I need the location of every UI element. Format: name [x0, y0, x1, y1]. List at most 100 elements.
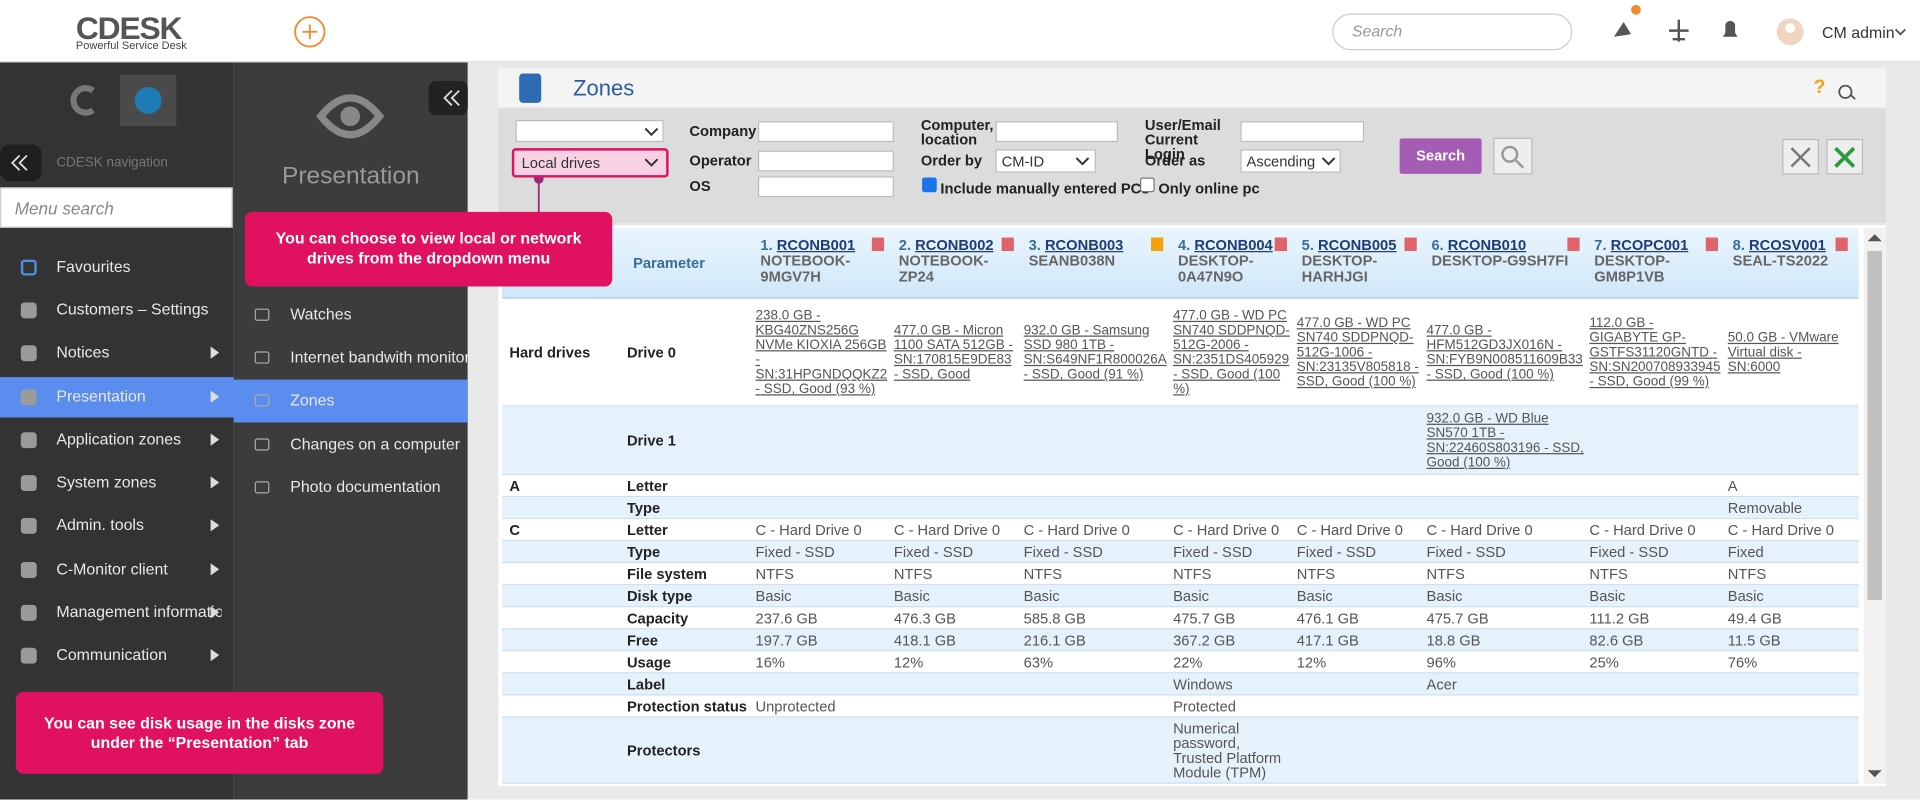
submenu-item[interactable]: Watches — [290, 304, 352, 324]
arrow-shape — [210, 390, 220, 403]
order-as-select[interactable] — [1240, 149, 1341, 173]
scroll-thumb[interactable] — [1867, 251, 1883, 601]
table-cell: Disk type — [626, 587, 693, 605]
arrow — [210, 390, 220, 403]
column-id[interactable]: RCONB001 — [776, 236, 856, 254]
submenu-item[interactable]: Changes on a computer — [290, 434, 461, 454]
text-input[interactable] — [757, 121, 894, 143]
table-cell: 63% — [1023, 653, 1054, 672]
help[interactable]: ? — [1813, 77, 1826, 98]
column-id[interactable]: RCONB005 — [1318, 236, 1397, 254]
column-id[interactable]: RCONB002 — [915, 236, 994, 254]
nav-item[interactable]: Application zones — [56, 429, 182, 449]
select[interactable] — [515, 120, 664, 143]
user-name[interactable]: CM admin — [1822, 23, 1895, 42]
nav-item[interactable]: Management information — [56, 602, 222, 621]
table-cell[interactable]: 238.0 GB - KBG40ZNS256G NVMe KIOXIA 256G… — [755, 308, 888, 397]
nav-item[interactable]: Notices — [56, 342, 110, 362]
submenu-icon — [254, 351, 270, 364]
table-cell[interactable]: 477.0 GB - HFM512GD3JX016N - SN:FYB9N008… — [1426, 323, 1583, 383]
submenu-title: Presentation — [282, 162, 420, 190]
table-cell: Letter — [626, 521, 668, 539]
status-icon — [1274, 237, 1287, 252]
table-row — [502, 585, 1859, 608]
column-name: DESKTOP-0A47N9O — [1177, 252, 1254, 286]
table-cell: 476.1 GB — [1296, 609, 1359, 627]
table-row — [502, 541, 1859, 564]
table-cell[interactable]: 477.0 GB - WD PC SN740 SDDPNQD-512G-2006… — [1173, 308, 1290, 397]
column-id[interactable]: RCONB003 — [1044, 236, 1124, 254]
text-input[interactable] — [757, 176, 894, 198]
text-input[interactable] — [757, 150, 894, 172]
table-cell: NTFS — [1173, 565, 1212, 583]
table-header — [502, 227, 1859, 299]
nav-item[interactable]: Presentation — [56, 386, 146, 406]
nav-item[interactable]: Communication — [56, 645, 167, 664]
chevron — [1321, 157, 1336, 166]
nav-item[interactable]: Admin. tools — [56, 515, 144, 534]
column-name: SEANB038N — [1028, 252, 1116, 270]
submenu-icon — [254, 308, 270, 321]
chevron-shape — [1075, 157, 1090, 166]
search-box[interactable] — [1332, 13, 1573, 51]
table-cell: A — [509, 477, 521, 495]
table-cell: Basic — [893, 587, 930, 605]
arrow-shape — [210, 519, 220, 532]
table-cell: Basic — [1023, 587, 1060, 605]
chevron-shape — [644, 158, 659, 167]
column-num: 8. — [1732, 236, 1745, 254]
nav-icon — [20, 604, 37, 621]
text-input[interactable] — [1240, 121, 1365, 143]
table-cell[interactable]: 477.0 GB - WD PC SN740 SDDPNQD-512G-1006… — [1296, 315, 1419, 390]
table-cell: NTFS — [1727, 565, 1767, 583]
table-cell[interactable]: 477.0 GB - Micron 1100 SATA 512GB - SN:1… — [893, 323, 1013, 383]
table-cell: Removable — [1727, 499, 1803, 517]
nav-item[interactable]: Favourites — [56, 257, 131, 276]
arrow-shape — [210, 606, 220, 619]
column-num: 1. — [760, 236, 773, 254]
zone-title-bar — [498, 68, 1886, 108]
nav-item[interactable]: Customers – Settings — [56, 300, 209, 319]
submenu-item[interactable]: Internet bandwith monitor — [290, 347, 470, 367]
table-cell[interactable]: 932.0 GB - WD Blue SN570 1TB - SN:22460S… — [1426, 411, 1584, 471]
callout: You can choose to view local or network … — [244, 211, 613, 287]
menu-search-placeholder: Menu search — [14, 198, 114, 218]
status-icon — [1404, 237, 1417, 252]
table-cell: Capacity — [626, 609, 689, 627]
column-header: 5. RCONB005 DESKTOP-HARHJGI — [1302, 236, 1422, 286]
checkbox[interactable] — [922, 177, 937, 193]
nav-item[interactable]: System zones — [56, 472, 157, 492]
table-row — [502, 298, 1859, 407]
column-header: 4. RCONB004 DESKTOP-0A47N9O — [1177, 236, 1292, 286]
table-cell: Protection status — [626, 697, 747, 716]
search-button[interactable]: Search — [1399, 138, 1482, 174]
arrow — [210, 519, 220, 532]
submenu-icon — [254, 394, 270, 407]
table-cell: 96% — [1426, 653, 1456, 672]
submenu-item[interactable]: Photo documentation — [290, 477, 441, 496]
table-row — [502, 406, 1859, 476]
nav-item[interactable]: C-Monitor client — [56, 559, 168, 578]
column-id[interactable]: RCOPC001 — [1610, 236, 1689, 254]
menu-search[interactable] — [0, 187, 233, 228]
table-cell[interactable]: 50.0 GB - VMware Virtual disk - SN:6000 — [1727, 330, 1839, 375]
column-id[interactable]: RCOSV001 — [1749, 236, 1826, 254]
text-input[interactable] — [995, 121, 1118, 143]
column-num: 4. — [1177, 236, 1191, 254]
table-cell: Drive 0 — [626, 344, 676, 362]
order-by-select[interactable] — [995, 149, 1096, 173]
column-id[interactable]: RCONB004 — [1194, 236, 1273, 254]
submenu-item[interactable]: Zones — [290, 390, 335, 409]
table-cell: Free — [626, 631, 658, 649]
table-cell[interactable]: 932.0 GB - Samsung SSD 980 1TB - SN:S649… — [1023, 323, 1167, 383]
table-cell: Fixed - SSD — [1589, 543, 1669, 561]
table-cell: 25% — [1589, 653, 1619, 672]
table-cell[interactable]: 112.0 GB - GIGABYTE GP-GSTFS31120GNTD - … — [1589, 315, 1721, 390]
arrow-shape — [210, 346, 220, 359]
table-cell: 12% — [1296, 653, 1327, 672]
drive-select[interactable] — [511, 148, 669, 178]
order-as-value: Ascending — [1246, 153, 1316, 171]
checkbox[interactable] — [1140, 177, 1155, 193]
column-id[interactable]: RCONB010 — [1447, 236, 1527, 254]
